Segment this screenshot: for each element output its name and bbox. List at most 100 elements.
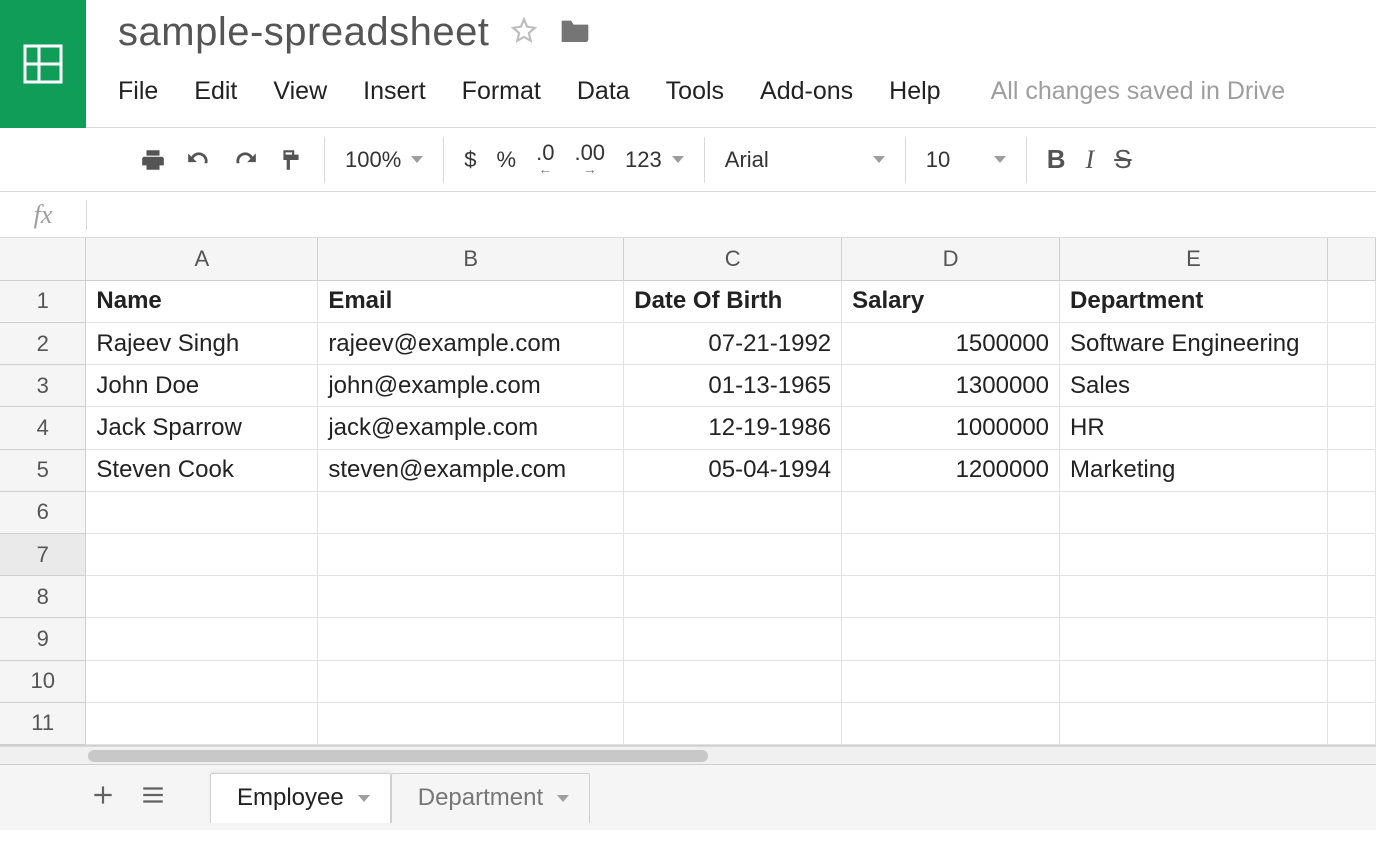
cell-E2[interactable]: Software Engineering: [1060, 322, 1328, 364]
cell-E9[interactable]: [1060, 618, 1328, 660]
cell-B10[interactable]: [318, 660, 624, 702]
cell-A3[interactable]: John Doe: [86, 365, 318, 407]
cell-A9[interactable]: [86, 618, 318, 660]
column-header-D[interactable]: D: [842, 238, 1060, 280]
cell-A11[interactable]: [86, 702, 318, 744]
format-percent-button[interactable]: %: [497, 147, 517, 173]
cell-C8[interactable]: [624, 576, 842, 618]
cell-C3[interactable]: 01-13-1965: [624, 365, 842, 407]
horizontal-scrollbar[interactable]: [0, 746, 1376, 764]
cell-C11[interactable]: [624, 702, 842, 744]
menu-insert[interactable]: Insert: [363, 77, 426, 106]
cell-B3[interactable]: john@example.com: [318, 365, 624, 407]
scrollbar-thumb[interactable]: [88, 750, 708, 762]
row-header-1[interactable]: 1: [0, 280, 86, 322]
cell-extra-10[interactable]: [1327, 660, 1375, 702]
cell-extra-9[interactable]: [1327, 618, 1375, 660]
increase-decimal-icon[interactable]: .00 →: [574, 143, 605, 175]
paint-format-icon[interactable]: [278, 147, 304, 173]
star-icon[interactable]: [511, 17, 537, 48]
document-title[interactable]: sample-spreadsheet: [118, 10, 489, 55]
cell-D9[interactable]: [842, 618, 1060, 660]
font-family-dropdown[interactable]: Arial: [725, 147, 885, 173]
row-header-7[interactable]: 7: [0, 533, 86, 575]
cell-E6[interactable]: [1060, 491, 1328, 533]
cell-C10[interactable]: [624, 660, 842, 702]
cell-D2[interactable]: 1500000: [842, 322, 1060, 364]
bold-button[interactable]: B: [1047, 144, 1066, 175]
column-header-extra[interactable]: [1327, 238, 1375, 280]
row-header-5[interactable]: 5: [0, 449, 86, 491]
cell-B5[interactable]: steven@example.com: [318, 449, 624, 491]
cell-D6[interactable]: [842, 491, 1060, 533]
cell-C5[interactable]: 05-04-1994: [624, 449, 842, 491]
formula-input[interactable]: [99, 192, 1376, 237]
row-header-8[interactable]: 8: [0, 576, 86, 618]
cell-extra-7[interactable]: [1327, 533, 1375, 575]
font-size-dropdown[interactable]: 10: [926, 147, 1006, 173]
print-icon[interactable]: [140, 147, 166, 173]
cell-A6[interactable]: [86, 491, 318, 533]
cell-A8[interactable]: [86, 576, 318, 618]
cell-C6[interactable]: [624, 491, 842, 533]
spreadsheet-grid[interactable]: ABCDE1NameEmailDate Of BirthSalaryDepart…: [0, 238, 1376, 746]
cell-C9[interactable]: [624, 618, 842, 660]
menu-data[interactable]: Data: [577, 77, 630, 106]
decrease-decimal-icon[interactable]: .0 ←: [536, 143, 554, 175]
cell-E11[interactable]: [1060, 702, 1328, 744]
cell-D11[interactable]: [842, 702, 1060, 744]
cell-B2[interactable]: rajeev@example.com: [318, 322, 624, 364]
row-header-11[interactable]: 11: [0, 702, 86, 744]
cell-C4[interactable]: 12-19-1986: [624, 407, 842, 449]
cell-D5[interactable]: 1200000: [842, 449, 1060, 491]
cell-extra-5[interactable]: [1327, 449, 1375, 491]
cell-E8[interactable]: [1060, 576, 1328, 618]
cell-D8[interactable]: [842, 576, 1060, 618]
cell-E1[interactable]: Department: [1060, 280, 1328, 322]
cell-E3[interactable]: Sales: [1060, 365, 1328, 407]
row-header-2[interactable]: 2: [0, 322, 86, 364]
strikethrough-button[interactable]: S: [1114, 144, 1131, 175]
row-header-4[interactable]: 4: [0, 407, 86, 449]
cell-B7[interactable]: [318, 533, 624, 575]
row-header-6[interactable]: 6: [0, 491, 86, 533]
zoom-dropdown[interactable]: 100%: [345, 147, 423, 173]
column-header-C[interactable]: C: [624, 238, 842, 280]
menu-file[interactable]: File: [118, 77, 158, 106]
cell-D7[interactable]: [842, 533, 1060, 575]
cell-B9[interactable]: [318, 618, 624, 660]
all-sheets-icon[interactable]: [140, 782, 166, 813]
column-header-A[interactable]: A: [86, 238, 318, 280]
cell-D4[interactable]: 1000000: [842, 407, 1060, 449]
cell-C7[interactable]: [624, 533, 842, 575]
cell-B11[interactable]: [318, 702, 624, 744]
app-sheets-icon[interactable]: [0, 0, 86, 128]
cell-B6[interactable]: [318, 491, 624, 533]
format-currency-button[interactable]: $: [464, 147, 476, 173]
cell-C1[interactable]: Date Of Birth: [624, 280, 842, 322]
cell-D1[interactable]: Salary: [842, 280, 1060, 322]
cell-extra-8[interactable]: [1327, 576, 1375, 618]
cell-A10[interactable]: [86, 660, 318, 702]
row-header-3[interactable]: 3: [0, 365, 86, 407]
cell-extra-2[interactable]: [1327, 322, 1375, 364]
redo-icon[interactable]: [232, 147, 258, 173]
menu-view[interactable]: View: [273, 77, 327, 106]
row-header-9[interactable]: 9: [0, 618, 86, 660]
undo-icon[interactable]: [186, 147, 212, 173]
cell-extra-11[interactable]: [1327, 702, 1375, 744]
move-to-folder-icon[interactable]: [559, 16, 591, 49]
select-all-corner[interactable]: [0, 238, 86, 280]
cell-A5[interactable]: Steven Cook: [86, 449, 318, 491]
cell-extra-4[interactable]: [1327, 407, 1375, 449]
menu-edit[interactable]: Edit: [194, 77, 237, 106]
cell-extra-3[interactable]: [1327, 365, 1375, 407]
menu-addons[interactable]: Add-ons: [760, 77, 853, 106]
italic-button[interactable]: I: [1086, 145, 1095, 175]
cell-D3[interactable]: 1300000: [842, 365, 1060, 407]
cell-D10[interactable]: [842, 660, 1060, 702]
cell-A1[interactable]: Name: [86, 280, 318, 322]
cell-A2[interactable]: Rajeev Singh: [86, 322, 318, 364]
number-format-dropdown[interactable]: 123: [625, 147, 684, 173]
cell-A7[interactable]: [86, 533, 318, 575]
